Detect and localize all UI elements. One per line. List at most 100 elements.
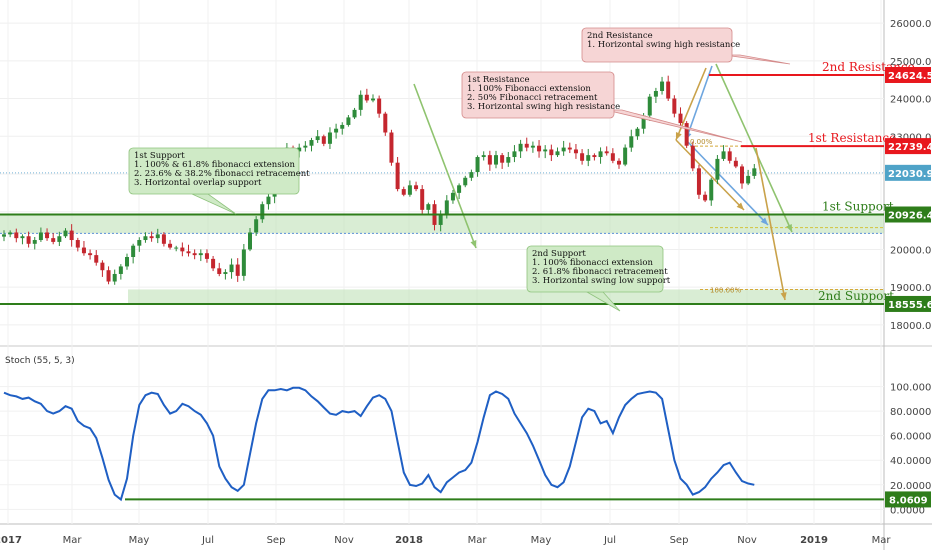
fibonacci-arrows [413,63,793,301]
candle-body [463,177,468,186]
candle-body [666,81,671,99]
annotation-box [581,27,733,63]
projection-arrow-up-blue [685,65,713,141]
projection-arrow-target [755,147,786,301]
candle-body [469,172,474,178]
candle-body [371,98,375,101]
projection-arrow-down-blue-head [760,217,768,225]
candle-body [629,136,634,148]
candle-body [155,234,160,239]
stoch-tick-label: 60.0000 [890,432,931,443]
candle-body [543,149,548,152]
candle-body [211,258,216,269]
time-tick-label: Sep [267,535,286,546]
second-support-zone [128,289,884,304]
candle-body [752,168,757,176]
candle-body [383,113,388,133]
candle-body [487,155,492,165]
candle-body [346,117,351,125]
candle-body [364,94,369,101]
candle-body [303,145,308,148]
candle-body [746,175,751,184]
time-axis: 2017 Mar May Jul Sep Nov 2018 Mar May Jul Sep Nov 20… [0,535,891,546]
candle-body [321,136,326,144]
candle-body [38,232,43,241]
candle-body [8,232,13,235]
candle-body [137,240,142,246]
candle-body [598,151,603,158]
candle-body [438,213,443,225]
price-tick-label: 25000.0 [890,57,931,68]
projection-arrow-right-green-head [786,224,792,232]
candle-body [88,253,93,256]
time-tick-label: 2018 [395,535,423,546]
candle-body [2,234,6,237]
candle-body [309,140,314,146]
price-tick-label: 19000.0 [890,283,931,294]
stoch-tick-label: 40.0000 [890,456,931,467]
annotation-box [526,245,664,293]
candle-body [660,81,665,91]
stoch-price-tag-text: 8.0609 [889,495,928,506]
candle-body [512,151,517,158]
candle-body [254,219,259,233]
candle-body [260,204,265,220]
projection-arrow-down-blue [685,139,769,226]
candle-body [174,247,179,249]
candle-body [125,257,129,267]
time-tick-label: 2017 [0,535,22,546]
time-tick-label: Nov [737,535,757,546]
candle-body [229,264,234,273]
candle-body [63,230,68,237]
candle-body [475,157,480,173]
candle-body [518,143,523,152]
price-tick-label: 24000.0 [890,95,931,106]
candle-body [537,145,542,152]
candle-body [315,136,320,141]
stochastic-label: Stoch (55, 5, 3) [5,356,75,366]
candle-body [248,232,252,250]
candle-body [420,189,425,210]
candle-body [401,189,406,195]
time-tick-label: Jul [201,535,214,546]
annotation-text: 3. Horizontal swing high resistance [467,102,620,112]
candle-body [709,179,714,201]
annotation-box [128,147,300,195]
projection-arrow-up-gold-head [675,132,682,140]
price-tag [885,66,931,83]
stoch-tick-label: 80.0000 [890,407,931,418]
candle-body [131,245,136,257]
candle-body [733,160,738,167]
candle-body [494,155,498,165]
price-tag [885,295,931,312]
candle-body [740,166,744,184]
candle-body [696,168,701,195]
candle-body [500,155,505,163]
price-tick-label: 20000.0 [890,245,931,256]
candle-body [377,98,382,114]
candle-body [617,160,621,165]
level-label: 1st Support [822,200,894,214]
annotation-text: 1. 100% & 61.8% fibonacci extension [134,160,295,170]
candle-body [51,238,56,242]
candle-body [450,192,455,201]
candle-body [168,243,173,248]
price-tag [885,206,931,223]
candle-body [100,262,105,271]
candle-body [524,143,529,148]
candle-body [81,247,86,254]
stoch-tick-label: 20.0000 [890,481,931,492]
candle-body [198,253,203,256]
candle-body [20,236,25,239]
time-tick-label: Nov [334,535,354,546]
candle-body [358,94,363,110]
candle-body [241,249,246,276]
candle-body [334,128,339,133]
price-tag [885,164,931,181]
annotation-text: 1st Support [134,151,185,161]
stoch-tick-label: 0.0000 [890,505,925,516]
candle-body [506,157,511,163]
stoch-tick-label: 100.0000 [890,383,932,394]
